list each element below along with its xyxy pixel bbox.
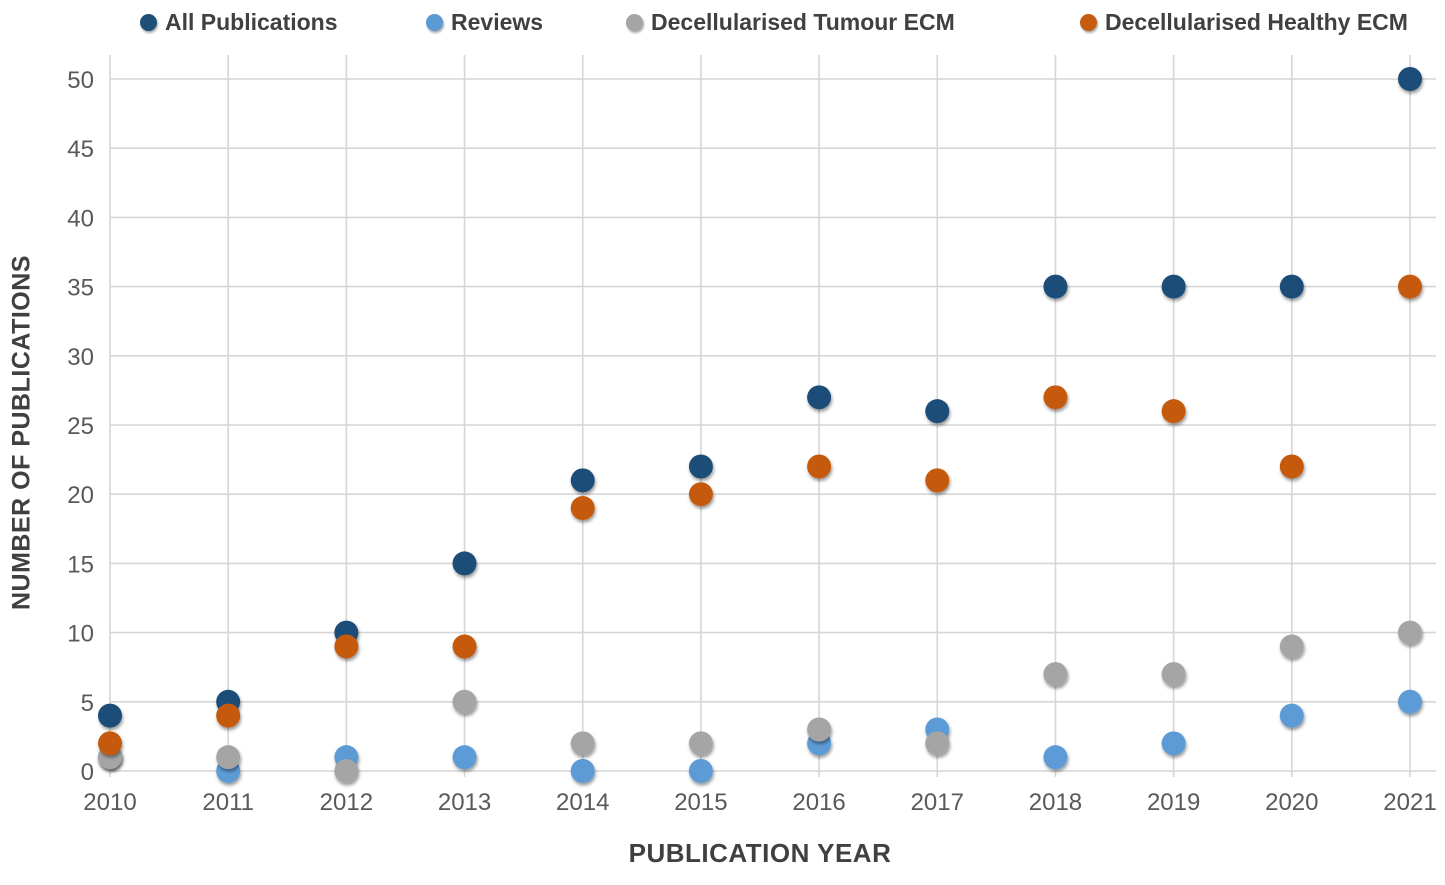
data-point: [452, 689, 477, 714]
y-tick-label: 25: [67, 413, 94, 440]
y-tick-label: 15: [67, 551, 94, 578]
x-tick-label: 2017: [911, 789, 964, 816]
x-tick-label: 2011: [202, 789, 254, 816]
data-point: [334, 634, 359, 659]
data-point: [1279, 703, 1304, 728]
data-point: [1279, 274, 1304, 299]
data-point: [570, 759, 595, 783]
legend-label: Decellularised Healthy ECM: [1105, 8, 1408, 35]
data-point: [807, 717, 832, 742]
x-tick-labels: 2010 2011 2012 2013 2014 2015 2016 2017 2018 2019…: [83, 789, 1436, 816]
y-tick-labels: 0 5 10 15 20 25 30 35 40 45 50: [67, 67, 94, 786]
y-tick-label: 30: [67, 344, 94, 371]
x-tick-label: 2012: [320, 789, 373, 816]
data-point: [1279, 634, 1304, 659]
y-axis-title: NUMBER OF PUBLICATIONS: [7, 255, 36, 610]
data-point: [807, 385, 832, 410]
x-tick-label: 2020: [1265, 789, 1318, 816]
x-tick-label: 2021: [1383, 789, 1436, 816]
legend-label: Reviews: [451, 8, 544, 35]
y-tick-label: 45: [67, 136, 94, 163]
data-point: [570, 496, 595, 521]
legend-item[interactable]: Decellularised Tumour ECM: [626, 6, 955, 38]
horizontal-gridlines: [110, 78, 1436, 772]
data-point: [98, 703, 122, 728]
y-tick-label: 5: [81, 690, 94, 717]
y-tick-label: 50: [67, 67, 94, 94]
data-point: [925, 731, 950, 756]
data-point: [1398, 274, 1422, 299]
legend-marker-icon: [426, 13, 443, 31]
data-point: [216, 703, 241, 728]
y-tick-label: 40: [67, 205, 94, 232]
x-axis-title: PUBLICATION YEAR: [628, 838, 892, 868]
data-point: [452, 634, 477, 659]
data-point: [1398, 67, 1422, 91]
y-tick-label: 10: [67, 621, 94, 648]
data-point: [925, 468, 950, 493]
x-tick-label: 2019: [1147, 789, 1200, 816]
data-point: [334, 759, 359, 783]
x-tick-label: 2013: [438, 789, 491, 816]
chart-legend: All Publications Reviews Decellularised Tu…: [0, 6, 1445, 42]
legend-marker-icon: [1080, 13, 1097, 31]
data-point: [1161, 399, 1186, 424]
legend-marker-icon: [626, 13, 643, 31]
legend-item[interactable]: All Publications: [140, 6, 338, 38]
data-point: [1043, 274, 1068, 299]
data-point: [1398, 689, 1422, 714]
data-point: [688, 482, 713, 507]
data-point: [570, 731, 595, 756]
data-point: [925, 399, 950, 424]
legend-marker-icon: [140, 13, 157, 31]
data-point: [1043, 385, 1068, 410]
vertical-gridlines: [109, 55, 1411, 777]
legend-label: All Publications: [165, 8, 338, 35]
data-point: [1279, 454, 1304, 479]
y-tick-label: 20: [67, 482, 94, 509]
data-point: [452, 551, 477, 576]
y-tick-label: 35: [67, 275, 94, 302]
data-point: [1043, 662, 1068, 687]
x-tick-label: 2016: [792, 789, 845, 816]
legend-item[interactable]: Decellularised Healthy ECM: [1080, 6, 1408, 38]
data-point: [1161, 731, 1186, 756]
x-tick-label: 2015: [674, 789, 727, 816]
data-point: [688, 759, 713, 783]
data-point: [216, 745, 241, 770]
data-point: [1161, 662, 1186, 687]
data-point: [98, 731, 122, 756]
data-point: [688, 454, 713, 479]
x-tick-label: 2018: [1029, 789, 1082, 816]
data-point: [1043, 745, 1068, 770]
data-point: [570, 468, 595, 493]
data-point: [452, 745, 477, 770]
data-point: [688, 731, 713, 756]
data-point: [1398, 620, 1422, 645]
legend-item[interactable]: Reviews: [426, 6, 543, 38]
legend-label: Decellularised Tumour ECM: [651, 8, 955, 35]
y-tick-label: 0: [81, 759, 94, 786]
data-point: [1161, 274, 1186, 299]
x-tick-label: 2010: [83, 789, 136, 816]
x-tick-label: 2014: [556, 789, 609, 816]
data-points: [98, 67, 1422, 783]
data-point: [807, 454, 832, 479]
